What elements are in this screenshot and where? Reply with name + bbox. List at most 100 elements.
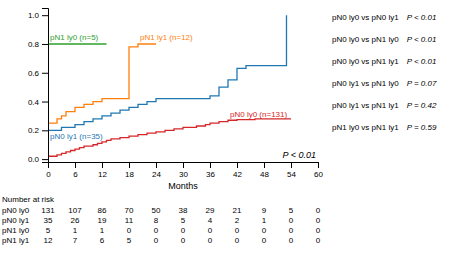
- risk-count: 6: [100, 236, 105, 245]
- x-tick-label: 60: [314, 170, 323, 179]
- risk-count: 12: [44, 236, 53, 245]
- x-tick: 24: [152, 162, 161, 179]
- x-tick-label: 18: [125, 170, 134, 179]
- survival-curve: [48, 15, 287, 130]
- risk-count: 0: [289, 226, 294, 235]
- y-tick-mark: [42, 130, 48, 131]
- risk-count: 0: [262, 236, 267, 245]
- x-axis-title: Months: [168, 181, 198, 191]
- curve-label: pN1 ly0 (n=5): [50, 33, 99, 42]
- risk-row-label: pN1 ly1: [2, 236, 30, 245]
- y-tick: 0.2: [28, 126, 48, 135]
- risk-count: 0: [289, 236, 294, 245]
- risk-count: 50: [152, 206, 161, 215]
- y-tick: 0.6: [28, 69, 48, 78]
- x-tick-mark: [156, 162, 157, 168]
- x-tick: 60: [314, 162, 323, 179]
- risk-count: 0: [235, 226, 240, 235]
- comparison-p-value: P < 0.01: [407, 13, 437, 22]
- x-tick: 6: [73, 162, 78, 179]
- curve-labels: pN0 ly0 (n=131)pN0 ly1 (n=35)pN1 ly0 (n=…: [50, 33, 287, 140]
- curves: [48, 15, 291, 156]
- risk-count: 86: [98, 206, 107, 215]
- x-tick-mark: [237, 162, 238, 168]
- risk-count: 19: [98, 216, 107, 225]
- chart: 061218243036424854600.00.20.40.60.81.0Mo…: [0, 0, 474, 257]
- y-tick: 1.0: [28, 11, 48, 20]
- risk-table: Number at riskpN0 ly01311078670503829219…: [2, 195, 321, 245]
- x-tick-mark: [102, 162, 103, 168]
- x-tick-label: 54: [287, 170, 296, 179]
- risk-count: 8: [154, 216, 159, 225]
- risk-count: 0: [208, 226, 213, 235]
- y-tick-label: 0.6: [28, 69, 40, 78]
- comparison-pair: pN0 ly1 vs pN1 ly0: [332, 79, 399, 88]
- comparison-p-value: P < 0.01: [407, 57, 437, 66]
- x-tick-label: 42: [233, 170, 242, 179]
- risk-count: 0: [181, 236, 186, 245]
- risk-count: 1: [262, 216, 267, 225]
- x-tick-label: 24: [152, 170, 161, 179]
- risk-count: 5: [127, 236, 132, 245]
- risk-count: 0: [127, 226, 132, 235]
- comparison-pair: pN1 ly0 vs pN1 ly1: [332, 123, 399, 132]
- risk-count: 0: [262, 226, 267, 235]
- x-tick: 36: [206, 162, 215, 179]
- comparison-pair: pN0 ly0 vs pN1 ly1: [332, 57, 399, 66]
- x-tick-mark: [318, 162, 319, 168]
- risk-count: 0: [316, 206, 321, 215]
- x-tick: 30: [179, 162, 188, 179]
- y-tick-label: 0.0: [28, 155, 40, 164]
- x-tick-mark: [129, 162, 130, 168]
- risk-row-label: pN0 ly1: [2, 216, 30, 225]
- y-tick: 0.4: [28, 98, 48, 107]
- risk-count: 5: [289, 206, 294, 215]
- x-tick: 12: [98, 162, 107, 179]
- risk-count: 70: [125, 206, 134, 215]
- risk-count: 11: [125, 216, 134, 225]
- x-tick-mark: [264, 162, 265, 168]
- y-tick-mark: [42, 15, 48, 16]
- risk-count: 0: [154, 236, 159, 245]
- x-tick: 0: [46, 162, 51, 179]
- x-tick-mark: [291, 162, 292, 168]
- risk-count: 0: [181, 226, 186, 235]
- risk-count: 1: [100, 226, 105, 235]
- x-axis: 0 6 12 18 24 30 36 42 48 54 60: [46, 162, 323, 179]
- risk-count: 0: [316, 236, 321, 245]
- risk-count: 0: [316, 226, 321, 235]
- y-tick-label: 0.2: [28, 126, 40, 135]
- risk-count: 0: [316, 216, 321, 225]
- x-tick-label: 12: [98, 170, 107, 179]
- survival-curve: [48, 44, 156, 123]
- risk-count: 2: [235, 216, 240, 225]
- curve-label: pN0 ly1 (n=35): [50, 132, 103, 141]
- risk-count: 131: [41, 206, 55, 215]
- comparison-pair: pN0 ly0 vs pN0 ly1: [332, 13, 399, 22]
- risk-count: 35: [44, 216, 53, 225]
- y-tick-label: 0.4: [28, 98, 40, 107]
- risk-count: 4: [208, 216, 213, 225]
- x-tick: 42: [233, 162, 242, 179]
- curve-label: pN1 ly1 (n=12): [140, 33, 193, 42]
- y-tick-mark: [42, 159, 48, 160]
- comparison-p-value: P = 0.42: [407, 101, 437, 110]
- comparison-p-value: P = 0.59: [407, 123, 437, 132]
- risk-count: 0: [235, 236, 240, 245]
- y-axis: 0.00.20.40.60.81.0: [28, 9, 49, 165]
- risk-count: 38: [179, 206, 188, 215]
- risk-row-label: pN1 ly0: [2, 226, 30, 235]
- risk-count: 5: [181, 216, 186, 225]
- comparison-pair: pN0 ly0 vs pN1 ly0: [332, 35, 399, 44]
- x-tick-label: 48: [260, 170, 269, 179]
- x-tick-label: 30: [179, 170, 188, 179]
- risk-count: 9: [262, 206, 267, 215]
- comparison-p-value: P = 0.07: [407, 79, 437, 88]
- risk-table-header: Number at risk: [2, 195, 55, 204]
- y-axis-line: [42, 9, 49, 163]
- risk-count: 21: [233, 206, 242, 215]
- risk-count: 29: [206, 206, 215, 215]
- comparison-pair: pN0 ly1 vs pN1 ly1: [332, 101, 399, 110]
- x-tick-label: 0: [46, 170, 51, 179]
- risk-count: 26: [71, 216, 80, 225]
